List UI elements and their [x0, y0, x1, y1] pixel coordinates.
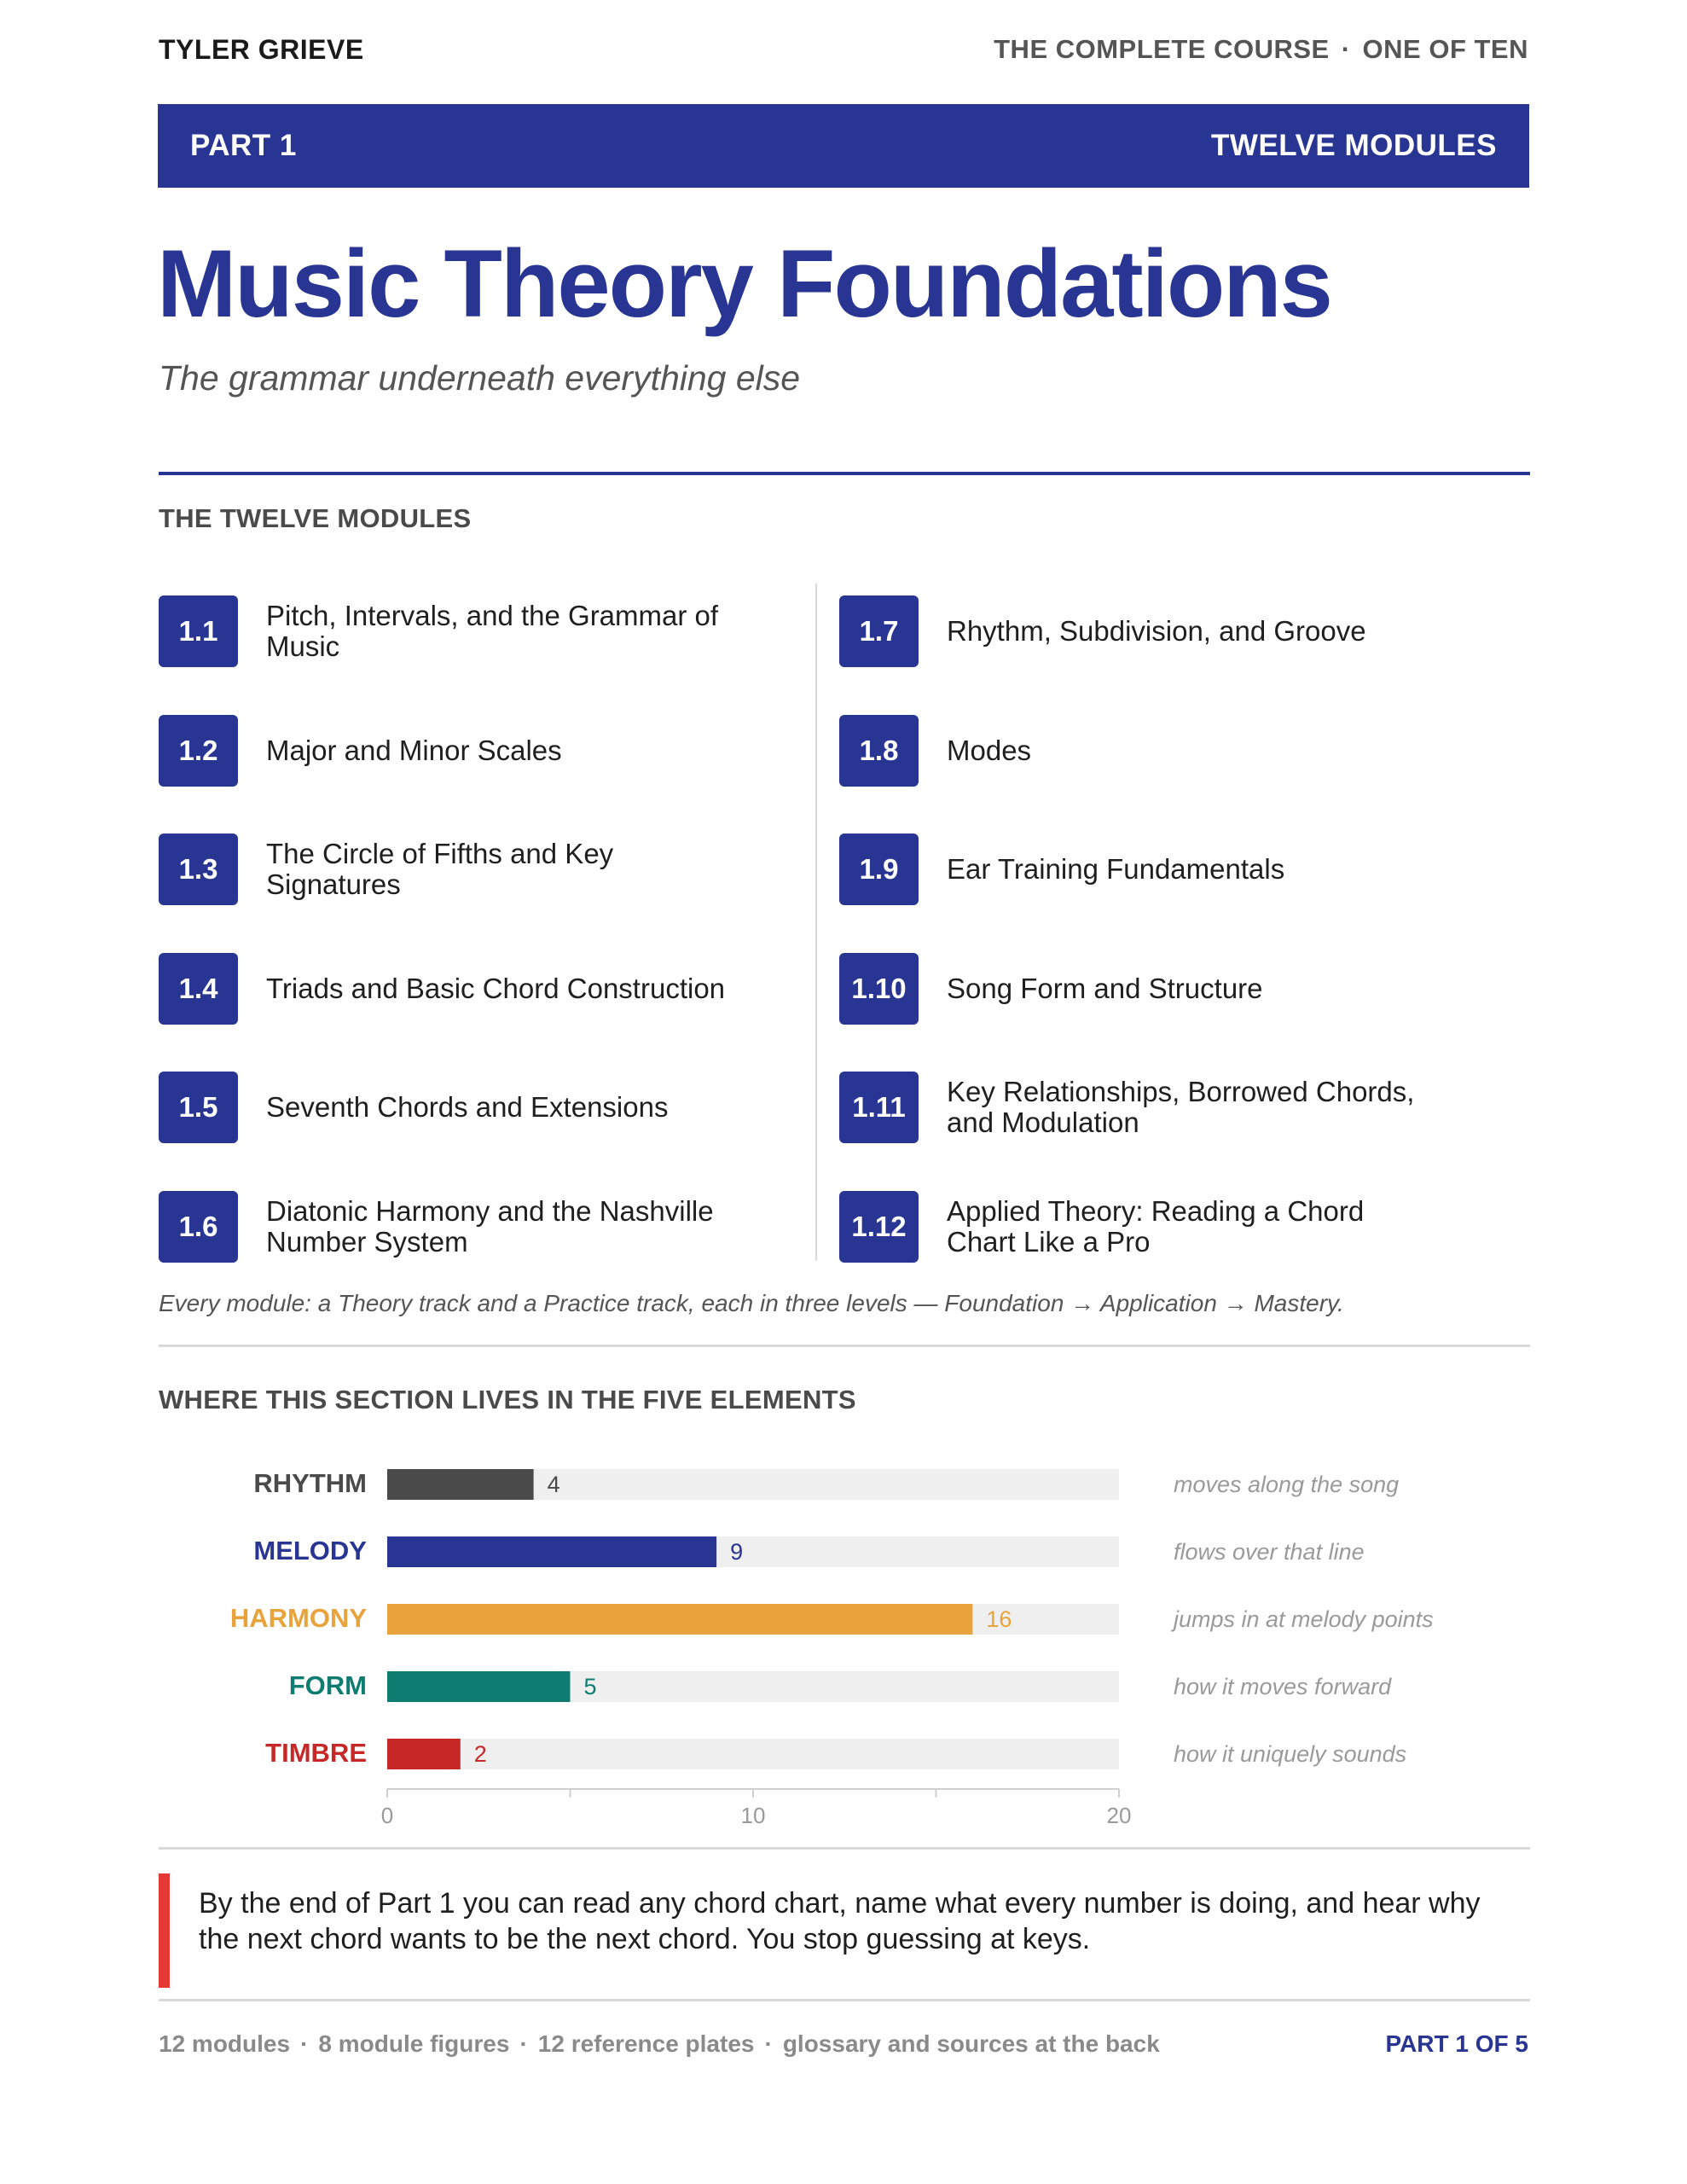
module-item: 1.11 Key Relationships, Borrowed Chords, … — [839, 1072, 1453, 1143]
column-divider — [815, 584, 817, 1261]
category-label: FORM — [289, 1670, 367, 1700]
module-item: 1.8 Modes — [839, 714, 1453, 787]
summary-callout: By the end of Part 1 you can read any ch… — [159, 1873, 1530, 1988]
module-title: Modes — [947, 734, 1032, 766]
value-label: 4 — [548, 1472, 560, 1497]
separator-dot: · — [764, 2030, 773, 2057]
modules-note: Every module: a Theory track and a Pract… — [159, 1290, 1344, 1316]
module-number-badge: 1.7 — [839, 595, 919, 667]
module-number-badge: 1.6 — [159, 1190, 238, 1263]
part-label: PART 1 — [190, 129, 297, 162]
module-item: 1.6 Diatonic Harmony and the Nashville Nu… — [159, 1190, 773, 1263]
x-tick-label: 10 — [741, 1803, 766, 1828]
module-item: 1.2 Major and Minor Scales — [159, 714, 773, 787]
bar — [387, 1469, 534, 1500]
elements-bar-chart: RHYTHM 4 moves along the song MELODY 9 flows … — [159, 1450, 1530, 1843]
category-label: RHYTHM — [253, 1468, 367, 1498]
callout-text: By the end of Part 1 you can read any ch… — [199, 1887, 1481, 1955]
module-number-badge: 1.3 — [159, 834, 238, 905]
category-label: HARMONY — [230, 1603, 367, 1633]
module-item: 1.7 Rhythm, Subdivision, and Groove — [839, 595, 1453, 667]
bar — [387, 1739, 461, 1769]
module-title: Pitch, Intervals, and the Grammar of Mus… — [266, 600, 719, 662]
footer-item: 12 modules — [159, 2030, 291, 2057]
module-number-badge: 1.5 — [159, 1072, 238, 1143]
footer-contents: 12 modules · 8 module figures · 12 reference… — [159, 2030, 1160, 2058]
module-number-badge: 1.1 — [159, 595, 238, 667]
author-name: TYLER GRIEVE — [159, 34, 364, 65]
module-title: Rhythm, Subdivision, and Groove — [947, 615, 1366, 647]
annotation-label: flows over that line — [1174, 1539, 1365, 1565]
footer-item: glossary and sources at the back — [782, 2030, 1160, 2057]
separator-dot: · — [300, 2030, 309, 2057]
separator-dot: · — [1341, 34, 1351, 64]
footer-item: 12 reference plates — [537, 2030, 755, 2057]
module-title: Diatonic Harmony and the Nashville Numbe… — [266, 1194, 714, 1258]
bar — [387, 1671, 571, 1702]
category-label: TIMBRE — [265, 1738, 367, 1768]
page-title: Music Theory Foundations — [157, 230, 1333, 337]
annotation-label: how it moves forward — [1174, 1674, 1392, 1699]
module-title: The Circle of Fifths and Key Signatures — [266, 838, 614, 900]
module-number-badge: 1.12 — [839, 1190, 919, 1263]
page-indicator: PART 1 OF 5 — [1385, 2030, 1528, 2057]
bar — [387, 1604, 973, 1635]
module-item: 1.3 The Circle of Fifths and Key Signatur… — [159, 834, 773, 905]
module-number-badge: 1.11 — [839, 1072, 919, 1143]
modules-heading: THE TWELVE MODULES — [159, 503, 472, 533]
annotation-label: jumps in at melody points — [1170, 1606, 1434, 1632]
module-item: 1.9 Ear Training Fundamentals — [839, 834, 1453, 905]
bar — [387, 1536, 717, 1567]
title-divider — [159, 472, 1530, 475]
module-item: 1.1 Pitch, Intervals, and the Grammar of … — [159, 595, 773, 667]
value-label: 2 — [474, 1741, 487, 1767]
elements-heading: WHERE THIS SECTION LIVES IN THE FIVE ELE… — [159, 1385, 856, 1414]
category-label: MELODY — [253, 1536, 367, 1565]
annotation-label: moves along the song — [1174, 1472, 1399, 1497]
part-banner: PART 1 TWELVE MODULES — [158, 104, 1529, 188]
module-number-badge: 1.8 — [839, 714, 919, 787]
separator-dot: · — [519, 2030, 528, 2057]
page-subtitle: The grammar underneath everything else — [159, 358, 801, 398]
course-label: THE COMPLETE COURSE · ONE OF TEN — [994, 34, 1528, 65]
module-title: Major and Minor Scales — [266, 734, 562, 766]
course-volume: ONE OF TEN — [1362, 34, 1528, 64]
x-tick-label: 20 — [1107, 1803, 1132, 1828]
footer-divider — [159, 1999, 1530, 2001]
annotation-label: how it uniquely sounds — [1174, 1741, 1406, 1767]
value-label: 9 — [730, 1539, 743, 1565]
module-number-badge: 1.2 — [159, 714, 238, 787]
module-title: Key Relationships, Borrowed Chords, and … — [947, 1076, 1415, 1138]
module-number-badge: 1.10 — [839, 952, 919, 1025]
module-title: Ear Training Fundamentals — [947, 853, 1285, 885]
module-item: 1.5 Seventh Chords and Extensions — [159, 1072, 773, 1143]
callout-accent-bar — [159, 1873, 170, 1988]
x-tick-label: 0 — [381, 1803, 393, 1828]
module-title: Seventh Chords and Extensions — [266, 1091, 669, 1123]
footer-item: 8 module figures — [318, 2030, 510, 2057]
module-item: 1.10 Song Form and Structure — [839, 952, 1453, 1025]
module-title: Triads and Basic Chord Construction — [266, 972, 726, 1004]
value-label: 16 — [986, 1606, 1012, 1632]
module-title: Song Form and Structure — [947, 972, 1263, 1004]
module-title: Applied Theory: Reading a Chord Chart Li… — [947, 1194, 1365, 1258]
module-number-badge: 1.4 — [159, 952, 238, 1025]
module-item: 1.4 Triads and Basic Chord Construction — [159, 952, 773, 1025]
modules-count-label: TWELVE MODULES — [1211, 129, 1497, 162]
value-label: 5 — [584, 1674, 597, 1699]
bar-track — [387, 1739, 1119, 1769]
module-item: 1.12 Applied Theory: Reading a Chord Char… — [839, 1190, 1453, 1263]
chart-svg: RHYTHM 4 moves along the song MELODY 9 flows … — [230, 1468, 1434, 1828]
module-number-badge: 1.9 — [839, 834, 919, 905]
course-title: THE COMPLETE COURSE — [994, 34, 1330, 64]
chart-divider — [159, 1847, 1530, 1850]
section-divider — [159, 1345, 1530, 1347]
